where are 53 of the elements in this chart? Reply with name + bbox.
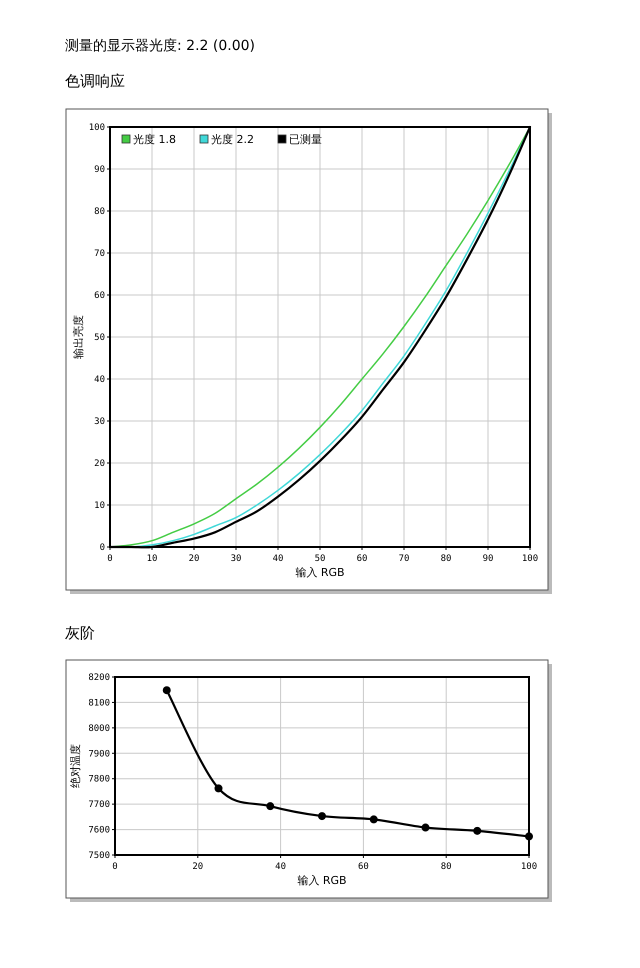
x-tick-label: 40 (275, 862, 286, 872)
y-axis-title: 绝对温度 (69, 744, 82, 788)
y-tick-label: 7900 (88, 749, 110, 760)
point (422, 824, 430, 832)
x-tick-label: 0 (112, 862, 118, 872)
y-tick-label: 8000 (88, 724, 110, 734)
y-tick-label: 40 (94, 375, 105, 385)
y-tick-label: 80 (94, 207, 105, 217)
y-axis-title: 输出亮度 (72, 315, 85, 359)
y-tick-label: 50 (94, 333, 105, 343)
y-tick-label: 7600 (88, 826, 110, 836)
legend-label: 光度 1.8 (133, 133, 176, 146)
y-tick-label: 20 (94, 459, 105, 469)
point (214, 784, 222, 792)
chart-title: 灰阶 (65, 624, 95, 642)
x-tick-label: 90 (482, 554, 494, 564)
legend-label: 光度 2.2 (211, 133, 254, 146)
x-tick-label: 70 (398, 554, 410, 564)
point (370, 815, 378, 824)
x-tick-label: 50 (314, 554, 326, 564)
y-tick-label: 7500 (88, 851, 110, 861)
point (162, 686, 171, 694)
x-tick-label: 40 (272, 554, 284, 564)
y-tick-label: 0 (100, 543, 105, 553)
x-tick-label: 100 (520, 862, 538, 872)
x-axis-title: 输入 RGB (297, 874, 347, 887)
legend-label: 已测量 (289, 133, 322, 146)
x-axis-title: 输入 RGB (295, 566, 345, 579)
x-tick-label: 60 (358, 862, 369, 872)
y-tick-label: 60 (94, 291, 105, 301)
point (266, 802, 274, 810)
y-tick-label: 8200 (88, 673, 110, 683)
y-tick-label: 30 (94, 417, 105, 427)
text: 测量的显示器光度: 2.2 (0.00) (65, 38, 255, 54)
x-tick-label: 80 (440, 862, 452, 872)
point (473, 826, 482, 835)
y-tick-label: 90 (94, 165, 105, 175)
x-tick-label: 60 (356, 554, 368, 564)
x-tick-label: 80 (440, 554, 452, 564)
x-tick-label: 100 (522, 554, 538, 564)
y-tick-label: 7800 (88, 774, 110, 785)
x-tick-label: 20 (188, 554, 200, 564)
x-tick-label: 10 (146, 554, 158, 564)
y-tick-label: 10 (94, 501, 105, 511)
x-tick-label: 30 (230, 554, 242, 564)
point (318, 812, 326, 820)
chart-title: 色调响应 (65, 72, 125, 90)
y-tick-label: 100 (88, 123, 105, 133)
x-tick-label: 20 (192, 862, 204, 872)
y-tick-label: 7700 (88, 800, 110, 810)
point (525, 832, 533, 840)
y-tick-label: 70 (94, 249, 105, 259)
y-tick-label: 8100 (88, 698, 110, 708)
